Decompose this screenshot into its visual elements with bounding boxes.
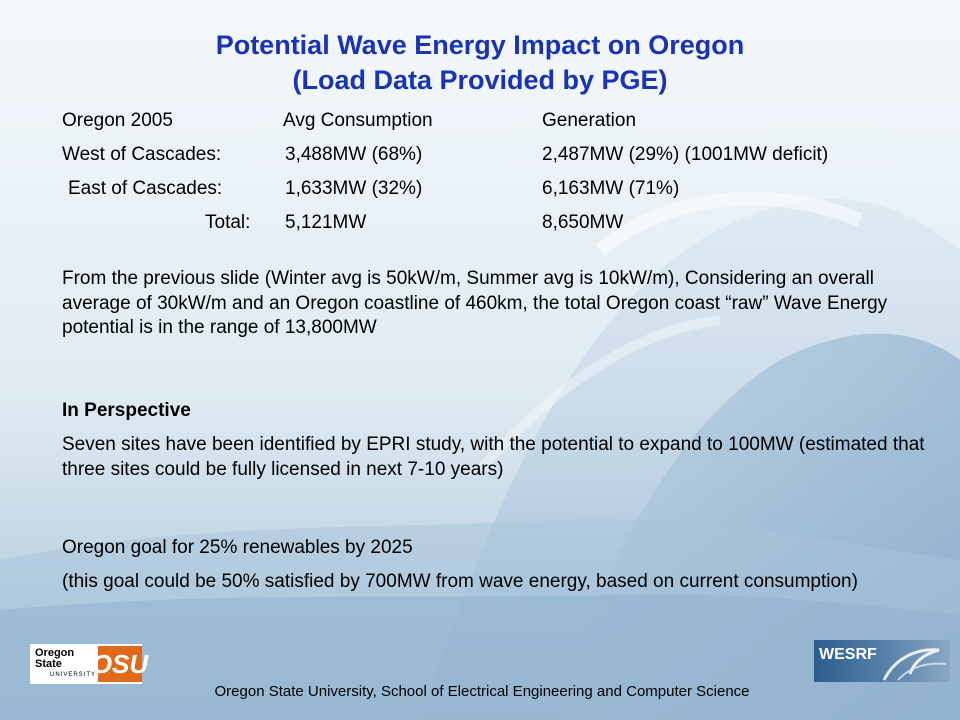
table-row-east-generation: 6,163MW (71%) [542, 178, 680, 199]
table-header-label: Oregon 2005 [62, 110, 173, 131]
title-line-2: (Load Data Provided by PGE) [292, 65, 668, 95]
table-row-total-label: Total: [205, 212, 251, 233]
table-row-total-generation: 8,650MW [542, 212, 624, 233]
footer-text: Oregon State University, School of Elect… [0, 683, 960, 700]
goal-detail-paragraph: (this goal could be 50% satisfied by 700… [62, 571, 858, 592]
osu-logo-name: Oregon State [35, 646, 75, 670]
title-line-1: Potential Wave Energy Impact on Oregon [215, 30, 745, 60]
table-row-west-generation: 2,487MW (29%) (1001MW deficit) [542, 144, 829, 165]
potential-paragraph: From the previous slide (Winter avg is 5… [62, 268, 888, 338]
table-row-west-consumption: 3,488MW (68%) [285, 144, 423, 165]
table-header-generation: Generation [542, 110, 637, 131]
wesrf-logo-text: WESRF [819, 646, 877, 663]
table-row-east-consumption: 1,633MW (32%) [285, 178, 423, 199]
slide-title: Potential Wave Energy Impact on Oregon (… [0, 28, 960, 98]
goal-paragraph: Oregon goal for 25% renewables by 2025 [62, 537, 413, 558]
perspective-heading: In Perspective [62, 400, 191, 421]
wave-icon [882, 648, 947, 681]
epri-paragraph: Seven sites have been identified by EPRI… [62, 434, 925, 480]
wesrf-logo: WESRF [814, 640, 950, 682]
table-row-west-label: West of Cascades: [62, 144, 222, 165]
osu-logo: Oregon State UNIVERSITY OSU [30, 644, 148, 684]
table-row-east-label: East of Cascades: [68, 178, 223, 199]
table-header-consumption: Avg Consumption [283, 110, 433, 131]
table-row-total-consumption: 5,121MW [285, 212, 367, 233]
osu-logo-sub: UNIVERSITY [49, 671, 96, 678]
osu-logo-wordmark: Oregon State UNIVERSITY [35, 646, 96, 681]
osu-logo-mark: OSU [92, 646, 148, 682]
footer-label: Oregon State University, School of Elect… [214, 683, 750, 700]
